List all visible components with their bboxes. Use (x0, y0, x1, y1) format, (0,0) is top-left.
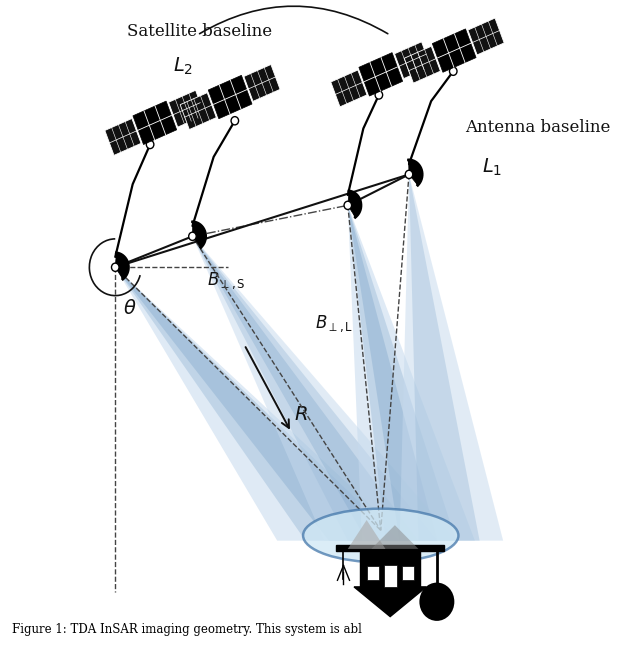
Circle shape (189, 232, 196, 240)
Polygon shape (348, 205, 437, 540)
Text: $B_{\perp,\mathrm{S}}$: $B_{\perp,\mathrm{S}}$ (207, 270, 245, 291)
Circle shape (344, 202, 351, 209)
Circle shape (147, 141, 154, 148)
Circle shape (419, 583, 454, 621)
Circle shape (449, 67, 457, 75)
Polygon shape (360, 549, 420, 587)
Polygon shape (408, 160, 422, 185)
Polygon shape (359, 52, 403, 96)
Polygon shape (208, 75, 252, 119)
Text: Figure 1: TDA InSAR imaging geometry. This system is abl: Figure 1: TDA InSAR imaging geometry. Th… (12, 623, 362, 636)
Text: Antenna baseline: Antenna baseline (465, 119, 611, 137)
Polygon shape (331, 70, 367, 107)
Circle shape (111, 263, 119, 272)
Polygon shape (193, 237, 456, 540)
Polygon shape (409, 174, 479, 540)
Text: $R$: $R$ (294, 406, 308, 424)
Polygon shape (133, 101, 177, 145)
Polygon shape (180, 93, 216, 130)
Polygon shape (348, 205, 456, 540)
Polygon shape (115, 267, 409, 540)
Polygon shape (115, 253, 129, 279)
Text: $L_1$: $L_1$ (482, 157, 502, 178)
Polygon shape (336, 545, 444, 551)
Polygon shape (348, 205, 475, 540)
Polygon shape (367, 566, 379, 580)
Polygon shape (394, 41, 431, 78)
Polygon shape (168, 90, 205, 127)
Polygon shape (115, 267, 390, 540)
Polygon shape (383, 566, 397, 587)
Ellipse shape (303, 509, 458, 562)
Polygon shape (348, 520, 385, 549)
Text: Satellite baseline: Satellite baseline (127, 23, 272, 40)
Text: $\theta$: $\theta$ (123, 299, 136, 318)
Polygon shape (371, 525, 419, 549)
Circle shape (405, 170, 413, 179)
Polygon shape (105, 119, 141, 156)
Polygon shape (404, 46, 440, 83)
Polygon shape (399, 174, 503, 540)
Polygon shape (193, 237, 419, 540)
Polygon shape (193, 222, 205, 248)
Polygon shape (193, 237, 437, 540)
Text: $B_{\perp,\mathrm{L}}$: $B_{\perp,\mathrm{L}}$ (315, 314, 353, 334)
Polygon shape (348, 191, 361, 217)
Circle shape (375, 91, 383, 99)
Polygon shape (468, 18, 504, 55)
Text: $L_2$: $L_2$ (173, 56, 193, 77)
Polygon shape (354, 587, 426, 617)
Polygon shape (432, 29, 476, 73)
Polygon shape (402, 566, 413, 580)
Polygon shape (115, 267, 399, 540)
Polygon shape (244, 65, 280, 101)
FancyArrowPatch shape (200, 6, 388, 34)
Circle shape (231, 117, 239, 125)
